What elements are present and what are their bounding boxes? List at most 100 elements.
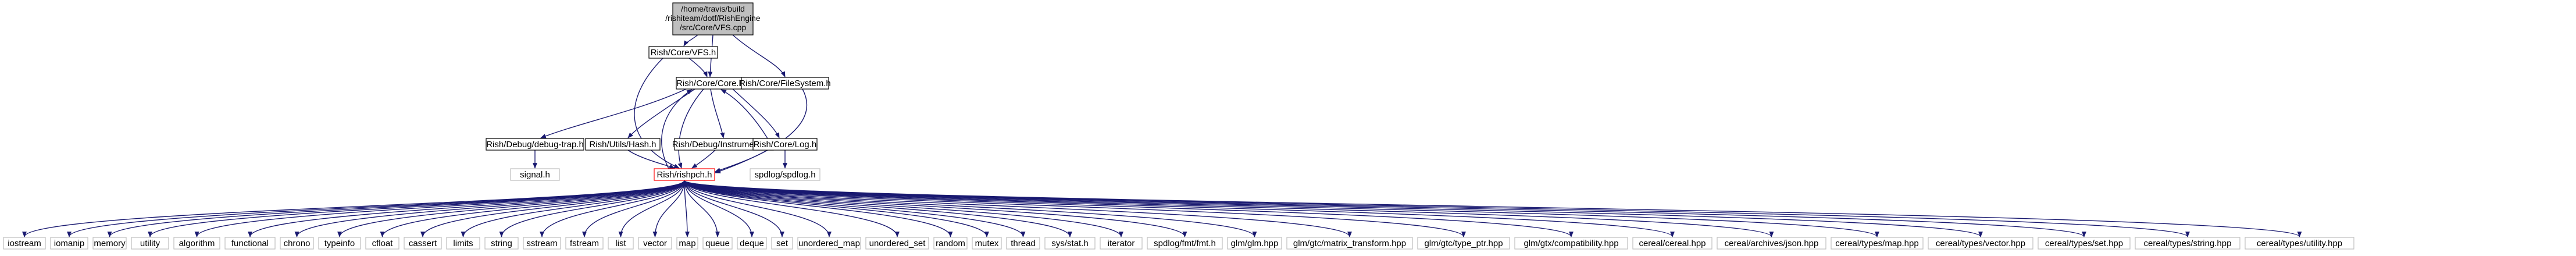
leaf-node[interactable]: cereal/types/map.hpp — [1831, 237, 1924, 250]
leaf-node[interactable]: vector — [638, 237, 672, 250]
include-edge — [684, 180, 1574, 237]
leaf-node[interactable]: deque — [737, 237, 767, 250]
node-rishpch-h[interactable]: Rish/rishpch.h — [654, 168, 715, 181]
leaf-node[interactable]: iomanip — [50, 237, 88, 250]
include-edge — [420, 180, 685, 237]
leaf-node-label: memory — [94, 239, 126, 248]
leaf-node[interactable]: cereal/types/string.hpp — [2135, 237, 2240, 250]
leaf-node[interactable]: cassert — [404, 237, 442, 250]
leaf-node-box — [1831, 237, 1924, 250]
leaf-node-box — [173, 237, 220, 250]
dependency-edge — [627, 88, 695, 138]
leaf-node-label: chrono — [284, 239, 311, 248]
dependency-edge — [720, 89, 768, 139]
leaf-node-box — [638, 237, 672, 250]
leaf-node-box — [565, 237, 604, 250]
include-edge — [684, 180, 1774, 237]
leaf-node[interactable]: cereal/types/utility.hpp — [2245, 237, 2354, 250]
leaf-node[interactable]: map — [676, 237, 698, 250]
dependency-edge — [634, 58, 680, 169]
node-label: spdlog/spdlog.h — [754, 170, 815, 180]
leaf-node[interactable]: unordered_set — [865, 237, 929, 250]
node-box — [585, 138, 661, 151]
node-box — [510, 168, 560, 181]
leaf-node[interactable]: unordered_map — [797, 237, 861, 250]
leaf-node[interactable]: list — [608, 237, 634, 250]
leaf-node[interactable]: utility — [131, 237, 169, 250]
leaf-node[interactable]: functional — [224, 237, 276, 250]
include-edge — [684, 180, 989, 237]
node-label: Rish/Utils/Hash.h — [589, 140, 656, 150]
leaf-node-label: cereal/types/set.hpp — [2045, 239, 2123, 248]
include-edge — [248, 180, 685, 237]
leaf-node[interactable]: spdlog/fmt/fmt.h — [1147, 237, 1223, 250]
include-edge — [461, 180, 685, 237]
node-filesystem-h[interactable]: Rish/Core/FileSystem.h — [739, 77, 831, 90]
leaf-node-box — [1147, 237, 1223, 250]
leaf-node-label: sys/stat.h — [1051, 239, 1088, 248]
include-edge — [684, 180, 720, 237]
leaf-node[interactable]: cfloat — [365, 237, 399, 250]
leaf-node-label: spdlog/fmt/fmt.h — [1154, 239, 1216, 248]
leaf-node-label: typeinfo — [324, 239, 355, 248]
node-label: Rish/Core/VFS.h — [651, 48, 716, 58]
node-debug-trap-h[interactable]: Rish/Debug/debug-trap.h — [486, 138, 584, 151]
include-edge — [684, 180, 1026, 237]
include-edge — [148, 180, 685, 237]
leaf-node-label: thread — [1011, 239, 1036, 248]
leaf-node[interactable]: cereal/cereal.hpp — [1632, 237, 1712, 250]
node-label: signal.h — [520, 170, 550, 180]
leaf-node[interactable]: memory — [92, 237, 127, 250]
leaf-node[interactable]: iostream — [3, 237, 46, 250]
leaf-node[interactable]: sstream — [523, 237, 561, 250]
root-node-vfs-cpp[interactable]: /home/travis/build /rishiteam/dotf/RishE… — [665, 2, 761, 35]
leaf-node-box — [224, 237, 276, 250]
node-instrumentor-h[interactable]: Rish/Debug/Instrumentor.h — [672, 138, 776, 151]
leaf-node[interactable]: glm/gtc/type_ptr.hpp — [1417, 237, 1510, 250]
dependency-edge — [688, 58, 708, 77]
leaf-node[interactable]: sys/stat.h — [1044, 237, 1096, 250]
leaf-node[interactable]: glm/gtx/compatibility.hpp — [1514, 237, 1628, 250]
leaf-node-label: cereal/types/string.hpp — [2144, 239, 2232, 248]
leaf-node-label: utility — [140, 239, 160, 248]
leaf-node-label: list — [615, 239, 626, 248]
leaf-node-label: random — [936, 239, 965, 248]
node-core-h[interactable]: Rish/Core/Core.h — [676, 77, 745, 90]
leaf-node-label: iomanip — [54, 239, 85, 248]
leaf-node[interactable]: cereal/archives/json.hpp — [1717, 237, 1826, 250]
leaf-node[interactable]: chrono — [280, 237, 314, 250]
leaf-node-box — [972, 237, 1002, 250]
leaf-node[interactable]: glm/gtc/matrix_transform.hpp — [1286, 237, 1413, 250]
include-edge — [582, 180, 685, 237]
node-label: Rish/Core/Log.h — [754, 140, 816, 150]
leaf-node-label: cassert — [409, 239, 437, 248]
leaf-node[interactable]: queue — [702, 237, 733, 250]
leaf-node[interactable]: set — [771, 237, 793, 250]
leaf-node[interactable]: algorithm — [173, 237, 220, 250]
leaf-node-box — [797, 237, 861, 250]
leaf-node[interactable]: random — [933, 237, 968, 250]
include-edge — [194, 180, 685, 237]
include-edge — [652, 180, 685, 237]
leaf-node[interactable]: string — [484, 237, 519, 250]
node-hash-h[interactable]: Rish/Utils/Hash.h — [585, 138, 661, 151]
leaf-node-label: unordered_map — [798, 239, 860, 248]
leaf-node[interactable]: glm/glm.hpp — [1227, 237, 1282, 250]
leaf-node[interactable]: typeinfo — [318, 237, 361, 250]
leaf-node[interactable]: limits — [446, 237, 480, 250]
leaf-node[interactable]: mutex — [972, 237, 1002, 250]
dependency-edge — [710, 88, 725, 138]
node-signal-h[interactable]: signal.h — [510, 168, 560, 181]
leaf-node[interactable]: thread — [1006, 237, 1040, 250]
node-spdlog-h[interactable]: spdlog/spdlog.h — [750, 168, 820, 181]
leaf-node[interactable]: iterator — [1100, 237, 1143, 250]
node-vfs-h[interactable]: Rish/Core/VFS.h — [648, 46, 718, 59]
leaf-node[interactable]: fstream — [565, 237, 604, 250]
leaf-node[interactable]: cereal/types/set.hpp — [2038, 237, 2131, 250]
leaf-node-label: cereal/types/utility.hpp — [2257, 239, 2342, 248]
dependency-edge — [677, 88, 704, 169]
node-log-h[interactable]: Rish/Core/Log.h — [752, 138, 818, 151]
root-label-line-2: /rishiteam/dotf/RishEngine — [665, 13, 761, 23]
leaf-node[interactable]: cereal/types/vector.hpp — [1928, 237, 2033, 250]
leaf-node-box — [608, 237, 634, 250]
